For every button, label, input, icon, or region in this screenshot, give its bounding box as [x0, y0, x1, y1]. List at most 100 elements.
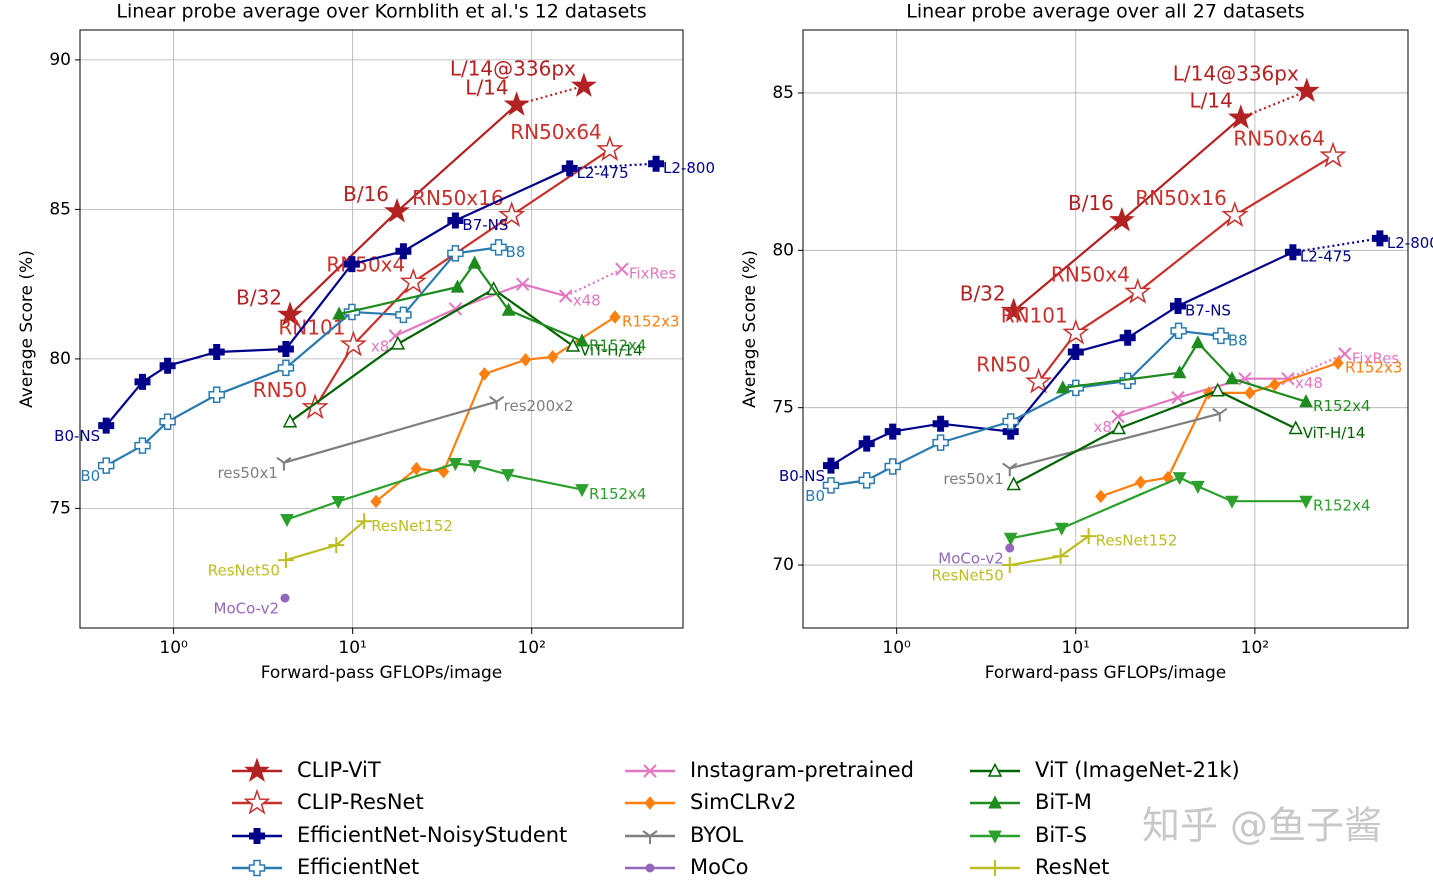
series-line — [286, 462, 583, 521]
point-label: B/16 — [1068, 191, 1114, 215]
point-label: R152x4 — [589, 336, 646, 354]
data-point — [1170, 298, 1186, 314]
legend-label: MoCo — [690, 855, 748, 879]
y-tick-label: 90 — [49, 50, 71, 70]
data-point — [570, 72, 597, 97]
point-label: B/16 — [343, 182, 389, 206]
data-point — [1052, 548, 1069, 565]
data-point — [1111, 420, 1127, 435]
data-point — [884, 423, 901, 440]
data-point — [1191, 480, 1205, 494]
series-line — [1013, 389, 1297, 486]
point-label: FixRes — [629, 265, 677, 283]
series-line — [1010, 476, 1306, 540]
data-point — [1212, 407, 1228, 422]
legend-label: CLIP-ViT — [297, 758, 381, 782]
point-label: ViT-H/14 — [1303, 424, 1366, 442]
data-point — [561, 160, 578, 177]
point-label: MoCo-v2 — [214, 600, 279, 618]
data-point — [1002, 413, 1019, 430]
point-label: RN50x4 — [326, 253, 405, 277]
legend-marker — [642, 830, 658, 844]
legend-label: Instagram-pretrained — [690, 758, 914, 782]
data-point — [447, 245, 464, 262]
data-point — [1244, 386, 1256, 400]
watermark: 知乎 @鱼子酱 — [1142, 804, 1382, 848]
point-label: ResNet50 — [208, 562, 280, 580]
data-point — [1332, 356, 1344, 370]
data-point — [282, 413, 298, 428]
data-point — [395, 243, 412, 260]
data-point — [356, 513, 373, 530]
y-axis-label: Average Score (%) — [17, 250, 37, 408]
data-point — [932, 415, 949, 432]
data-point — [1288, 420, 1303, 435]
data-point — [1227, 104, 1254, 129]
data-point — [858, 472, 875, 489]
legend-label: CLIP-ResNet — [297, 790, 424, 814]
data-point — [1221, 201, 1249, 227]
data-point — [1299, 495, 1313, 509]
y-tick-label: 85 — [49, 199, 71, 219]
data-point — [500, 469, 515, 483]
data-point — [98, 417, 115, 434]
point-label: B0-NS — [54, 427, 100, 445]
point-label: B0 — [805, 487, 825, 505]
data-point — [501, 302, 516, 316]
point-label: ResNet152 — [1096, 532, 1178, 550]
point-label: ResNet152 — [371, 517, 453, 535]
data-point — [575, 484, 589, 498]
point-label: res50x1 — [218, 464, 278, 482]
data-point — [448, 458, 463, 472]
data-point — [547, 350, 559, 364]
point-label: MoCo-v2 — [938, 550, 1003, 568]
data-point — [822, 477, 840, 494]
point-label: RN50x4 — [1051, 263, 1130, 287]
data-point — [515, 277, 530, 291]
legend-label: SimCLRv2 — [690, 790, 796, 814]
data-point — [1000, 297, 1027, 323]
data-point — [1134, 475, 1147, 490]
y-tick-label: 85 — [772, 83, 794, 103]
legend-label: ResNet — [1035, 855, 1109, 879]
data-point — [575, 333, 589, 347]
point-label: B/32 — [236, 285, 282, 309]
legend-marker — [987, 762, 1003, 777]
chart-panel: Linear probe average over Kornblith et a… — [17, 1, 715, 684]
x-tick-label: 10² — [517, 638, 545, 658]
y-tick-label: 75 — [49, 498, 71, 518]
data-point — [1225, 371, 1239, 385]
data-point — [208, 344, 225, 360]
point-label: R152x3 — [622, 313, 679, 331]
data-point — [1238, 372, 1252, 386]
data-point — [1055, 380, 1070, 394]
data-point — [447, 212, 464, 229]
series-line — [1009, 412, 1221, 470]
point-label: ViT-H/14 — [580, 342, 643, 360]
point-label: B/32 — [960, 282, 1006, 306]
data-point — [332, 306, 346, 320]
data-point — [134, 437, 151, 454]
data-point — [1003, 532, 1018, 546]
point-label: B8 — [1228, 331, 1248, 349]
data-point — [277, 341, 294, 357]
data-point — [1212, 327, 1230, 345]
point-label: res200x2 — [504, 397, 574, 415]
data-point — [1210, 382, 1225, 397]
data-point — [1284, 244, 1301, 261]
data-point — [1005, 543, 1015, 553]
data-point — [301, 393, 329, 420]
data-point — [1371, 230, 1388, 247]
chart-panel: Linear probe average over all 27 dataset… — [740, 1, 1433, 684]
point-label: L2-475 — [577, 164, 629, 182]
data-point — [1006, 476, 1021, 491]
series-line — [1117, 377, 1288, 418]
point-label: RN50x64 — [510, 120, 602, 144]
y-tick-label: 80 — [772, 240, 794, 260]
point-label: B0 — [80, 467, 100, 485]
point-label: x8 — [1094, 418, 1112, 436]
data-point — [276, 456, 292, 471]
series-line — [289, 287, 574, 423]
x-tick-label: 10⁰ — [882, 638, 911, 658]
